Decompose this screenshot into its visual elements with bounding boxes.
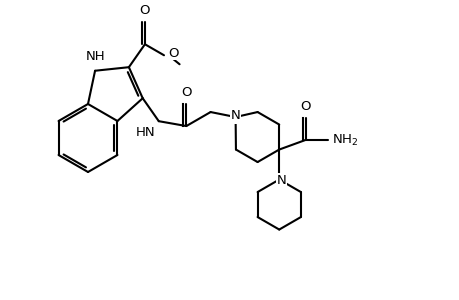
Text: N: N <box>276 174 285 187</box>
Text: N: N <box>230 110 240 124</box>
Text: NH$_2$: NH$_2$ <box>331 132 357 148</box>
Text: O: O <box>181 86 191 99</box>
Text: O: O <box>300 100 310 113</box>
Text: O: O <box>140 4 150 17</box>
Text: O: O <box>168 47 178 60</box>
Text: NH: NH <box>85 50 105 63</box>
Text: HN: HN <box>136 126 156 139</box>
Text: N: N <box>230 109 240 122</box>
